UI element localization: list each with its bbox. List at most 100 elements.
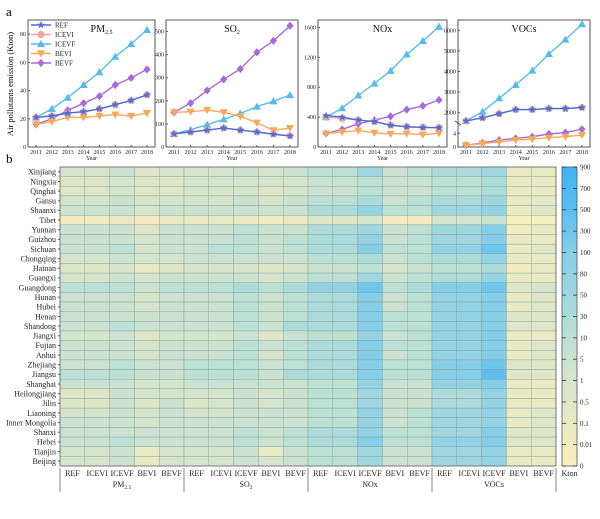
- heatmap-cell: [332, 417, 358, 428]
- panel-title-main: SO: [224, 24, 237, 35]
- data-point-bevf: [269, 36, 278, 45]
- heatmap-cell: [481, 398, 507, 409]
- heatmap-cell: [59, 446, 85, 457]
- heatmap-cell: [456, 350, 482, 361]
- heatmap-cell: [332, 186, 358, 197]
- heatmap-cell: [456, 243, 482, 255]
- heatmap-cell: [134, 378, 160, 390]
- heatmap-cell: [357, 263, 383, 274]
- data-point-bevf: [403, 105, 411, 114]
- data-point-bevi: [31, 121, 41, 129]
- heatmap-cell: [59, 195, 85, 206]
- panel-title-sub: 2: [237, 30, 240, 36]
- heatmap-cell: [283, 186, 309, 197]
- colorbar-tick-label: 100: [580, 249, 591, 257]
- heatmap-cell: [407, 378, 433, 390]
- heatmap-cell: [481, 234, 507, 245]
- heatmap-cell: [531, 369, 557, 380]
- heatmap-cell: [183, 263, 209, 274]
- legend-label: REF: [55, 22, 68, 30]
- heatmap-cell: [208, 350, 234, 361]
- group-label-sub: 2: [250, 485, 253, 491]
- heatmap-cell: [506, 243, 532, 255]
- heatmap-cell: [382, 321, 408, 332]
- heatmap-cell: [506, 359, 532, 370]
- data-point-bevi: [285, 124, 295, 133]
- data-point-ref: [544, 104, 553, 112]
- heatmap-cell: [481, 195, 507, 206]
- heatmap-cell: [431, 330, 457, 341]
- heatmap-cell: [357, 359, 383, 370]
- heatmap-row: Ningxia: [30, 176, 557, 187]
- legend-marker-triangle-down-icon: [36, 50, 46, 58]
- x-tick-label: 2013: [62, 150, 74, 156]
- heatmap-cell: [431, 272, 457, 283]
- line-panel-vocs: 0 4 2000 3000 4000 5000 6000 2011 2012 2013 2014 20…: [444, 19, 591, 162]
- series-bevi: [321, 127, 444, 139]
- heatmap-cell: [481, 205, 507, 216]
- heatmap-cell: [134, 407, 160, 418]
- heatmap-cell: [506, 176, 532, 187]
- heatmap-cell: [531, 166, 557, 177]
- heatmap-cell: [208, 301, 234, 312]
- heatmap-cell: [258, 321, 284, 332]
- heatmap-cell: [134, 446, 160, 457]
- heatmap-cell: [506, 186, 532, 197]
- heatmap-cell: [531, 253, 557, 264]
- data-point-icevf: [478, 107, 487, 115]
- heatmap-cell: [506, 272, 532, 283]
- heatmap-cell: [382, 282, 408, 293]
- data-point-bevf: [220, 75, 228, 84]
- heatmap-cell: [431, 224, 457, 235]
- data-point-icevf: [111, 52, 120, 60]
- y-tick-label: 500: [155, 30, 164, 36]
- heatmap-cell: [134, 253, 160, 264]
- heatmap-cell: [183, 301, 209, 312]
- x-tick-label: 2011: [460, 150, 472, 156]
- heatmap-cell: [84, 311, 110, 322]
- row-label: Sichuan: [30, 245, 56, 254]
- data-point-bevi: [370, 129, 379, 137]
- heatmap-cell: [208, 436, 234, 447]
- heatmap-cell: [382, 215, 408, 226]
- heatmap-cell: [431, 166, 457, 177]
- heatmap-cell: [431, 388, 457, 399]
- heatmap-row: Gansu: [36, 195, 557, 206]
- heatmap-cell: [382, 456, 408, 467]
- heatmap-cell: [357, 195, 383, 206]
- heatmap-cell: [233, 446, 259, 457]
- data-point-bevf: [111, 80, 119, 90]
- heatmap-cell: [283, 417, 309, 428]
- heatmap-cell: [382, 301, 408, 312]
- heatmap-cell: [481, 436, 507, 447]
- heatmap-cell: [481, 292, 507, 303]
- column-label: ICEVI: [87, 469, 109, 478]
- legend-label: ICEVI: [55, 31, 74, 39]
- legend-label: ICEVF: [55, 41, 75, 49]
- heatmap-cell: [382, 234, 408, 245]
- heatmap-cell: [183, 359, 209, 370]
- heatmap-cell: [431, 436, 457, 447]
- heatmap-cell: [183, 456, 209, 467]
- heatmap-cell: [233, 224, 259, 235]
- heatmap-cell: [84, 388, 110, 399]
- heatmap-cell: [208, 427, 234, 438]
- heatmap-cell: [531, 272, 557, 283]
- x-axis-label: Year: [377, 156, 388, 162]
- heatmap-cell: [357, 407, 383, 418]
- data-point-bevi: [252, 119, 261, 127]
- y-tick-label: 60: [20, 60, 26, 66]
- heatmap-cell: [283, 311, 309, 322]
- heatmap-cell: [84, 446, 110, 457]
- data-point-bevf: [143, 65, 151, 74]
- heatmap-row: Tibet: [39, 215, 557, 226]
- data-point-bevi: [236, 113, 245, 121]
- heatmap-cell: [357, 166, 383, 177]
- heatmap-cell: [307, 166, 333, 177]
- heatmap-row: Yunnan: [32, 224, 557, 235]
- heatmap-cell: [109, 388, 135, 399]
- data-point-icevf: [418, 36, 427, 45]
- heatmap-cell: [382, 378, 408, 390]
- heatmap-cell: [531, 195, 557, 206]
- row-label: Hunan: [35, 293, 56, 302]
